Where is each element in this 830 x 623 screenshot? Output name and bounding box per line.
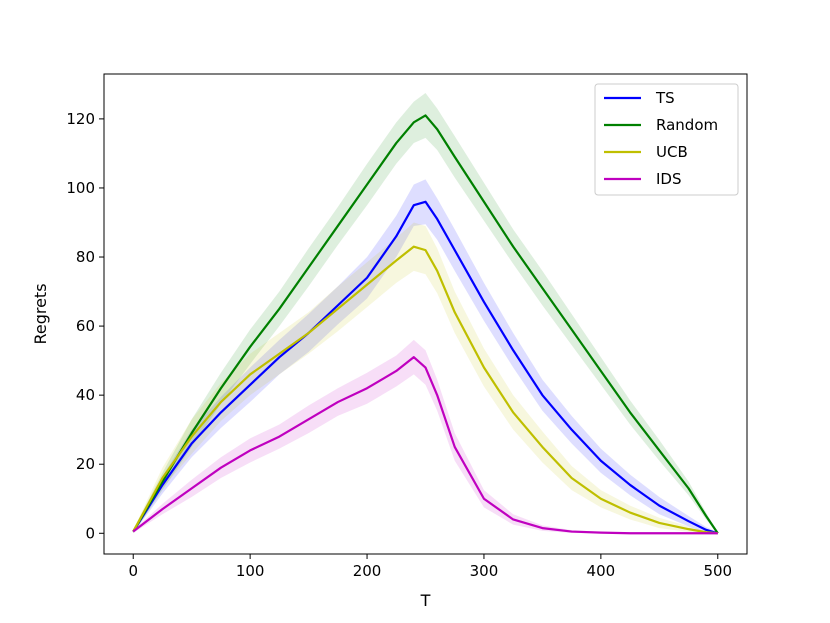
band-ucb: [133, 222, 718, 534]
y-tick-label: 120: [66, 110, 95, 128]
band-ts: [133, 179, 718, 534]
x-tick-label: 200: [353, 562, 382, 580]
x-tick-label: 0: [128, 562, 138, 580]
line-ids: [132, 356, 718, 535]
y-tick-label: 20: [76, 455, 95, 473]
line-ucb: [132, 245, 718, 535]
y-axis-ticks: 0 20 40 60 80 100 120: [66, 110, 104, 542]
y-axis-label: Regrets: [31, 283, 50, 344]
x-tick-label: 100: [236, 562, 265, 580]
line-random: [132, 114, 719, 534]
legend: TS Random UCB IDS: [594, 83, 739, 196]
legend-label-random: Random: [656, 116, 718, 134]
x-axis-label: T: [420, 591, 431, 610]
confidence-bands: [133, 92, 718, 534]
x-tick-label: 500: [703, 562, 732, 580]
y-tick-label: 60: [76, 317, 95, 335]
y-tick-label: 80: [76, 248, 95, 266]
legend-box: [594, 83, 739, 196]
series-lines: [132, 114, 719, 535]
line-ts: [132, 200, 719, 535]
x-tick-label: 300: [470, 562, 499, 580]
band-ids: [133, 339, 718, 534]
legend-label-ids: IDS: [656, 170, 682, 188]
legend-label-ucb: UCB: [656, 143, 688, 161]
y-tick-label: 100: [66, 179, 95, 197]
plot-frame: [103, 73, 748, 555]
x-tick-label: 400: [587, 562, 616, 580]
y-tick-label: 0: [85, 524, 95, 542]
x-axis-ticks: 0 100 200 300 400 500: [128, 554, 732, 580]
y-tick-label: 40: [76, 386, 95, 404]
legend-label-ts: TS: [655, 89, 675, 107]
